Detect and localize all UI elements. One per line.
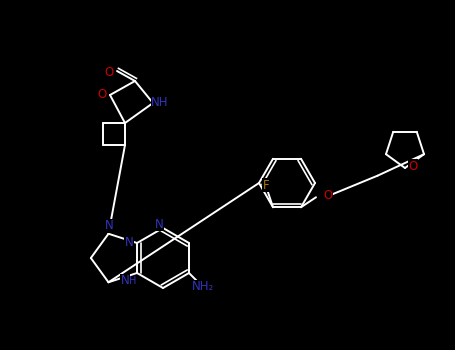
Text: O: O: [97, 89, 106, 101]
Text: N: N: [121, 274, 129, 287]
Text: N: N: [155, 217, 163, 231]
Text: O: O: [409, 160, 418, 173]
Text: NH₂: NH₂: [192, 280, 214, 294]
Text: NH: NH: [151, 97, 169, 110]
Text: O: O: [104, 66, 114, 79]
Text: H: H: [129, 276, 136, 286]
Text: F: F: [263, 179, 269, 192]
Text: O: O: [323, 189, 332, 202]
Text: N: N: [125, 237, 133, 250]
Text: N: N: [105, 219, 114, 232]
